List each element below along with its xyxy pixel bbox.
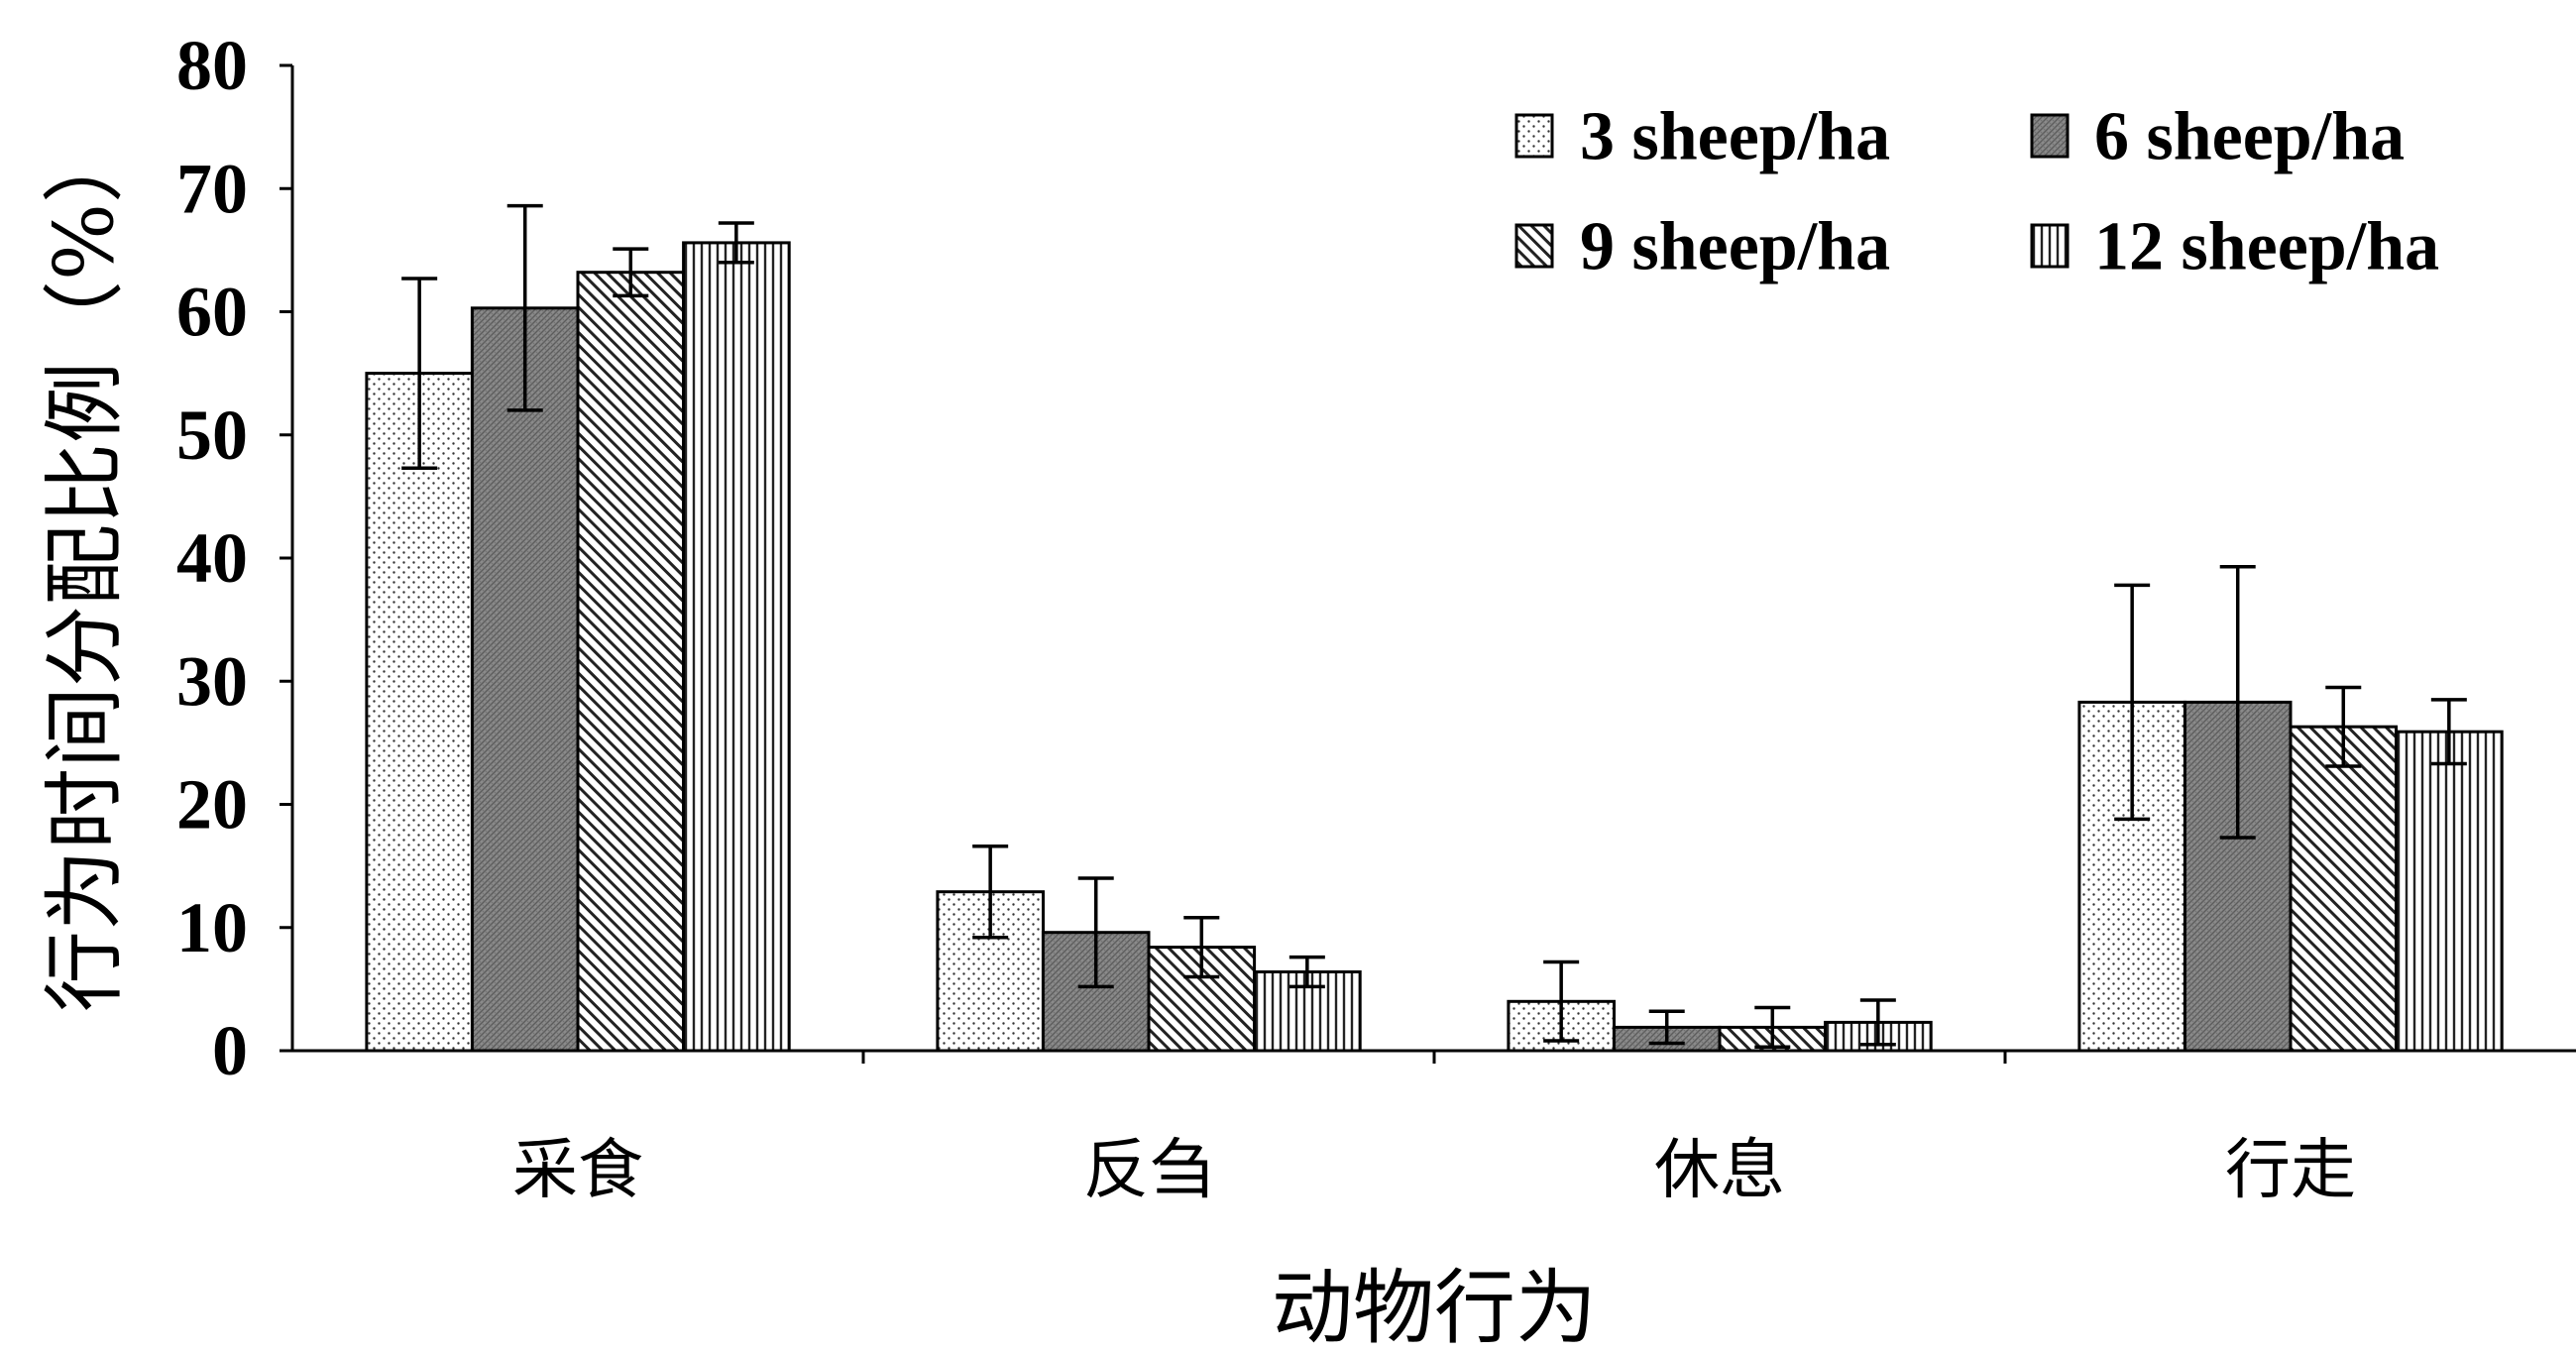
error-bar-series3-cat2 <box>1183 916 1220 979</box>
error-bar-series1-cat2 <box>972 844 1009 940</box>
y-tick-label-60: 60 <box>176 273 248 352</box>
y-tick-label-10: 10 <box>176 888 248 967</box>
x-category-label-2: 反刍 <box>1083 1132 1214 1208</box>
legend-label-3-sheep-ha: 3 sheep/ha <box>1580 99 1890 175</box>
legend-label-9-sheep-ha: 9 sheep/ha <box>1580 209 1890 285</box>
bar-series3-cat4 <box>2289 725 2399 1053</box>
legend-label-6-sheep-ha: 6 sheep/ha <box>2094 99 2405 175</box>
error-bar-series3-cat4 <box>2325 685 2362 768</box>
bar-series1-cat1 <box>365 372 474 1053</box>
x-category-label-4: 行走 <box>2225 1132 2356 1208</box>
x-axis-title: 动物行为 <box>1272 1262 1597 1354</box>
error-bar-series4-cat3 <box>1859 998 1896 1047</box>
error-bar-series3-cat1 <box>613 247 649 298</box>
legend-item-12-sheep-ha: 12 sheep/ha <box>2030 209 2439 285</box>
bar-series2-cat1 <box>470 306 580 1053</box>
error-bar-series4-cat4 <box>2430 698 2467 766</box>
x-category-label-1: 采食 <box>512 1132 643 1208</box>
legend-swatch-9-sheep-ha <box>1514 223 1554 269</box>
bars <box>365 241 2504 1053</box>
legend: 3 sheep/ha 6 sheep/ha 9 sheep/ha 12 shee… <box>1514 99 2439 285</box>
error-bar-series1-cat4 <box>2114 583 2151 822</box>
legend-item-9-sheep-ha: 9 sheep/ha <box>1514 209 1890 285</box>
error-bar-series1-cat3 <box>1543 959 1580 1043</box>
error-bar-series1-cat1 <box>401 277 438 471</box>
x-axis-ticks: 采食 反刍 休息 行走 <box>512 1051 2356 1208</box>
y-tick-label-40: 40 <box>176 518 248 598</box>
x-category-label-3: 休息 <box>1654 1132 1785 1208</box>
y-tick-label-50: 50 <box>176 395 248 475</box>
error-bar-series2-cat3 <box>1648 1009 1685 1046</box>
legend-item-6-sheep-ha: 6 sheep/ha <box>2030 99 2405 175</box>
error-bars <box>401 203 2467 1050</box>
error-bar-series2-cat1 <box>506 203 543 412</box>
y-tick-label-20: 20 <box>176 765 248 845</box>
y-tick-label-80: 80 <box>176 26 248 105</box>
legend-swatch-6-sheep-ha <box>2030 113 2070 159</box>
legend-swatch-3-sheep-ha <box>1514 113 1554 159</box>
bar-series4-cat4 <box>2395 730 2504 1053</box>
error-bar-series4-cat1 <box>718 221 754 265</box>
error-bar-series2-cat4 <box>2219 564 2256 840</box>
y-axis-ticks: 0 10 20 30 40 50 60 70 80 <box>176 26 292 1090</box>
legend-label-12-sheep-ha: 12 sheep/ha <box>2094 209 2439 285</box>
error-bar-series3-cat3 <box>1754 1005 1791 1050</box>
error-bar-series4-cat2 <box>1288 955 1325 989</box>
y-tick-label-30: 30 <box>176 641 248 721</box>
legend-item-3-sheep-ha: 3 sheep/ha <box>1514 99 1890 175</box>
y-tick-label-70: 70 <box>176 149 248 228</box>
y-tick-label-0: 0 <box>212 1011 248 1090</box>
bar-series4-cat1 <box>682 241 791 1053</box>
bar-series3-cat1 <box>576 271 686 1053</box>
legend-swatch-12-sheep-ha <box>2030 223 2070 269</box>
error-bar-series2-cat2 <box>1077 876 1114 989</box>
y-axis-title: 行为时间分配比例（%） <box>39 122 133 1012</box>
